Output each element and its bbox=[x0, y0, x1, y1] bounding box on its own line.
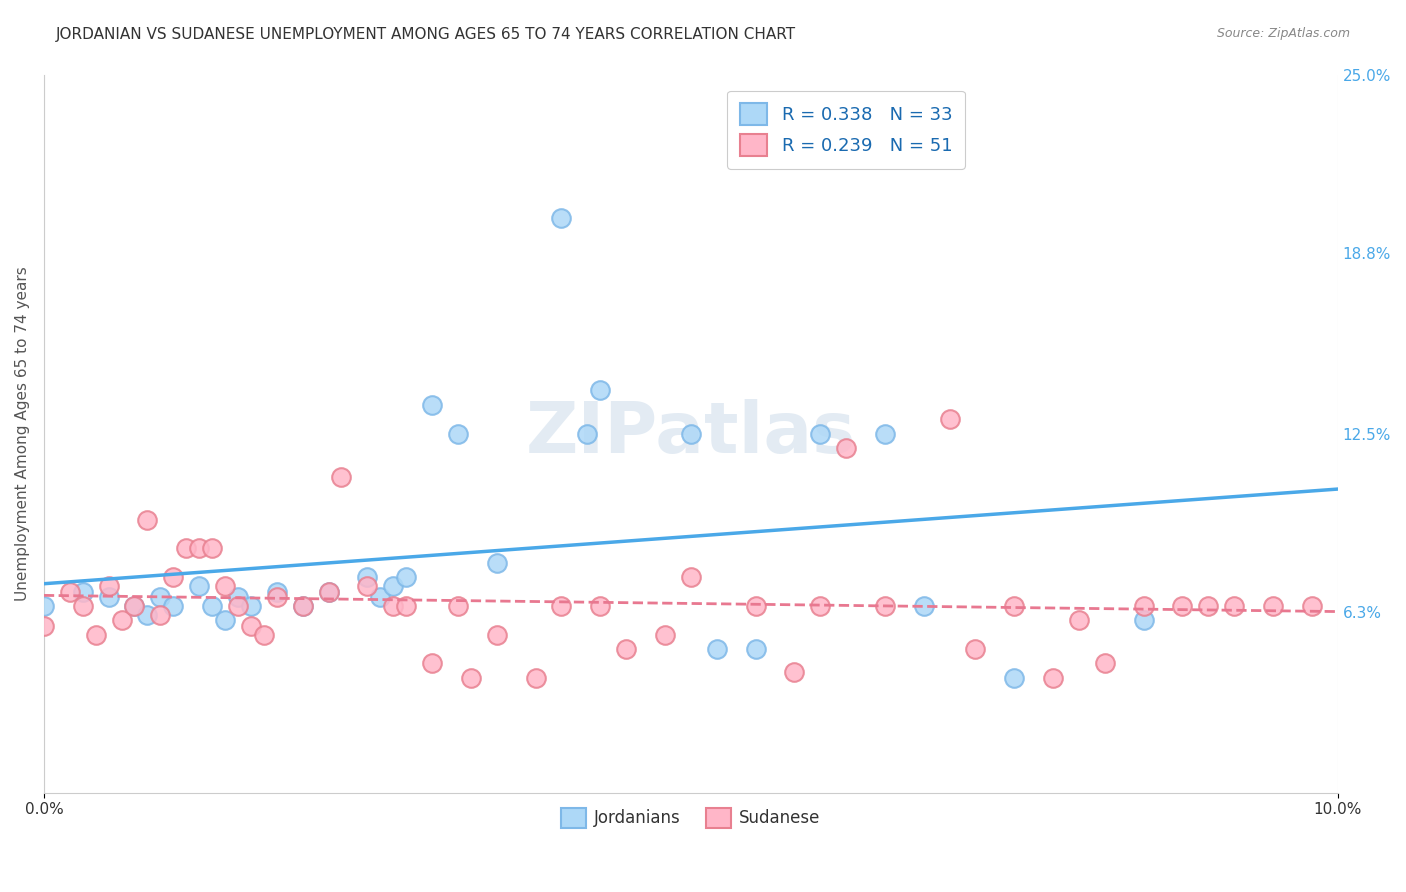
Point bbox=[524, 671, 547, 685]
Point bbox=[1197, 599, 1219, 613]
Text: Source: ZipAtlas.com: Source: ZipAtlas.com bbox=[1216, 27, 1350, 40]
Point bbox=[460, 671, 482, 685]
Point bbox=[124, 599, 146, 613]
Point bbox=[1002, 671, 1025, 685]
Point bbox=[1094, 657, 1116, 671]
Point bbox=[368, 591, 391, 605]
Point bbox=[589, 599, 612, 613]
Point bbox=[912, 599, 935, 613]
Point bbox=[744, 642, 766, 657]
Point bbox=[214, 613, 236, 627]
Point bbox=[291, 599, 314, 613]
Point bbox=[1223, 599, 1246, 613]
Point bbox=[188, 579, 211, 593]
Point bbox=[1301, 599, 1323, 613]
Point bbox=[226, 591, 249, 605]
Text: ZIPatlas: ZIPatlas bbox=[526, 399, 856, 468]
Point bbox=[124, 599, 146, 613]
Point bbox=[97, 579, 120, 593]
Point bbox=[97, 591, 120, 605]
Point bbox=[382, 579, 405, 593]
Point bbox=[420, 657, 443, 671]
Point bbox=[214, 579, 236, 593]
Point bbox=[1171, 599, 1194, 613]
Point bbox=[1132, 599, 1154, 613]
Point bbox=[1132, 613, 1154, 627]
Point bbox=[356, 570, 378, 584]
Point bbox=[395, 599, 418, 613]
Point bbox=[679, 426, 702, 441]
Point bbox=[550, 211, 572, 226]
Point bbox=[188, 541, 211, 556]
Point bbox=[32, 619, 55, 633]
Point bbox=[873, 426, 896, 441]
Point bbox=[136, 607, 159, 622]
Point bbox=[201, 541, 224, 556]
Point bbox=[201, 599, 224, 613]
Point bbox=[174, 541, 197, 556]
Text: JORDANIAN VS SUDANESE UNEMPLOYMENT AMONG AGES 65 TO 74 YEARS CORRELATION CHART: JORDANIAN VS SUDANESE UNEMPLOYMENT AMONG… bbox=[56, 27, 796, 42]
Point bbox=[576, 426, 599, 441]
Point bbox=[382, 599, 405, 613]
Point bbox=[266, 591, 288, 605]
Point bbox=[84, 628, 107, 642]
Point bbox=[330, 469, 353, 483]
Point bbox=[965, 642, 987, 657]
Point bbox=[266, 584, 288, 599]
Point bbox=[72, 584, 94, 599]
Point bbox=[239, 619, 262, 633]
Point bbox=[1002, 599, 1025, 613]
Point bbox=[550, 599, 572, 613]
Point bbox=[149, 607, 172, 622]
Point bbox=[149, 591, 172, 605]
Point bbox=[318, 584, 340, 599]
Point bbox=[783, 665, 806, 679]
Point bbox=[239, 599, 262, 613]
Point bbox=[589, 384, 612, 398]
Legend: Jordanians, Sudanese: Jordanians, Sudanese bbox=[554, 801, 827, 835]
Point bbox=[59, 584, 82, 599]
Point bbox=[485, 628, 508, 642]
Point bbox=[291, 599, 314, 613]
Point bbox=[808, 426, 831, 441]
Point bbox=[808, 599, 831, 613]
Point bbox=[110, 613, 132, 627]
Point bbox=[72, 599, 94, 613]
Point bbox=[1042, 671, 1064, 685]
Point bbox=[253, 628, 276, 642]
Point bbox=[318, 584, 340, 599]
Point bbox=[679, 570, 702, 584]
Point bbox=[356, 579, 378, 593]
Point bbox=[420, 398, 443, 412]
Point bbox=[32, 599, 55, 613]
Point bbox=[835, 441, 858, 455]
Point bbox=[1261, 599, 1284, 613]
Point bbox=[395, 570, 418, 584]
Point bbox=[226, 599, 249, 613]
Point bbox=[706, 642, 728, 657]
Point bbox=[162, 570, 184, 584]
Point bbox=[136, 513, 159, 527]
Point bbox=[614, 642, 637, 657]
Point bbox=[162, 599, 184, 613]
Y-axis label: Unemployment Among Ages 65 to 74 years: Unemployment Among Ages 65 to 74 years bbox=[15, 266, 30, 601]
Point bbox=[447, 599, 470, 613]
Point bbox=[654, 628, 676, 642]
Point bbox=[485, 556, 508, 570]
Point bbox=[744, 599, 766, 613]
Point bbox=[938, 412, 960, 426]
Point bbox=[873, 599, 896, 613]
Point bbox=[1067, 613, 1090, 627]
Point bbox=[447, 426, 470, 441]
